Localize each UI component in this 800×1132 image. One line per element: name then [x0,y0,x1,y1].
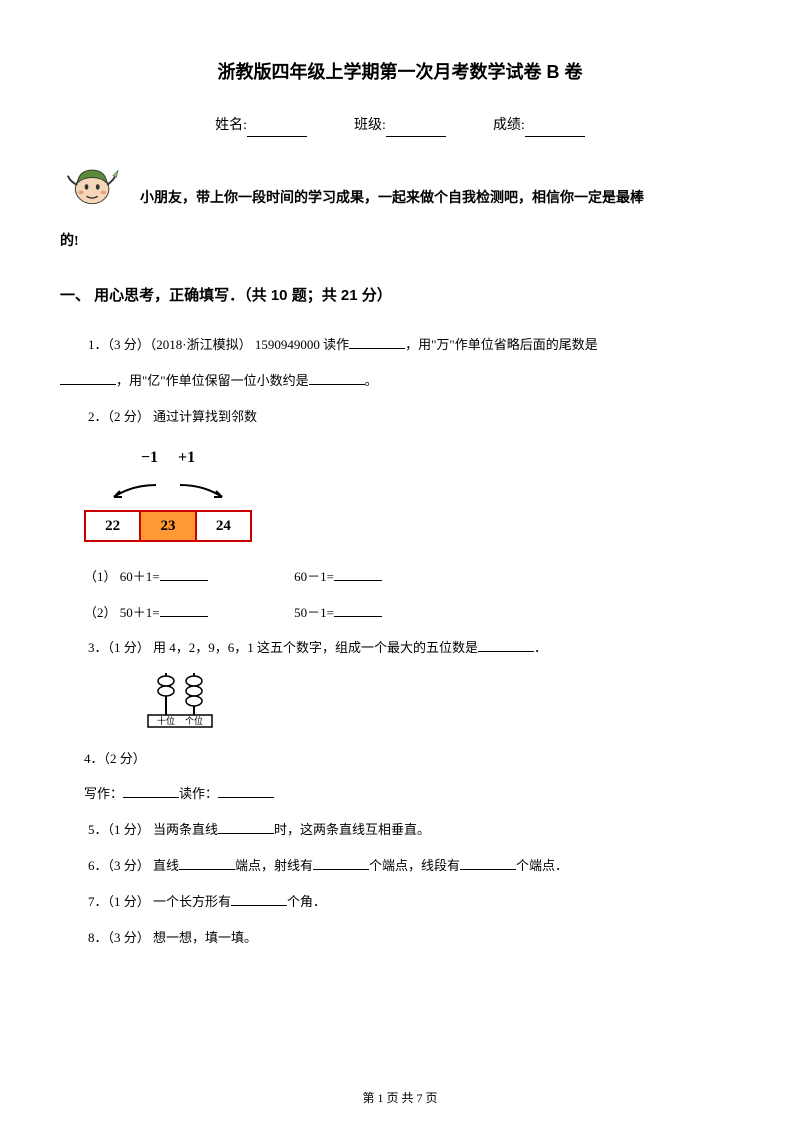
plus-1-label: +1 [178,445,195,483]
question-8: 8．（3 分） 想一想，填一填。 [60,921,740,955]
q2-1b-blank[interactable] [334,569,382,581]
ones-label: 个位 [185,715,203,726]
q2-sub-1: （1） 60＋1= 60－1= [84,560,740,594]
minus-1-label: −1 [141,445,158,483]
question-5: 5．（1 分） 当两条直线时，这两条直线互相垂直。 [60,813,740,847]
mascot-icon [66,157,122,213]
name-label: 姓名: [215,118,247,133]
question-7: 7．（1 分） 一个长方形有个角． [60,885,740,919]
question-1-cont: ，用"亿"作单位保留一位小数约是。 [60,364,740,398]
student-info-row: 姓名: 班级: 成绩: [60,115,740,137]
intro-line1: 小朋友，带上你一段时间的学习成果，一起来做个自我检测吧，相信你一定是最棒 [122,157,740,217]
cell-left: 22 [86,512,141,540]
class-label: 班级: [354,118,386,133]
q2-1a-blank[interactable] [160,569,208,581]
q7-blank[interactable] [231,894,287,906]
question-3: 3．（1 分） 用 4，2，9，6，1 这五个数字，组成一个最大的五位数是． [60,631,740,665]
exam-title: 浙教版四年级上学期第一次月考数学试卷 B 卷 [60,58,740,87]
q4-read-blank[interactable] [218,786,274,798]
tens-label: 十位 [157,715,175,726]
question-6: 6．（3 分） 直线端点，射线有个端点，线段有个端点． [60,849,740,883]
neighbor-number-diagram: −1 +1 22 23 24 [84,445,252,541]
q1-blank-2[interactable] [60,373,116,385]
page-footer: 第 1 页 共 7 页 [0,1089,800,1108]
q4-write-read: 写作：读作： [84,777,740,811]
cell-right: 24 [197,512,250,540]
q6-blank-3[interactable] [460,858,516,870]
mascot-row: 小朋友，带上你一段时间的学习成果，一起来做个自我检测吧，相信你一定是最棒 [60,157,740,217]
question-2: 2．（2 分） 通过计算找到邻数 [60,400,740,434]
q3-blank[interactable] [478,640,534,652]
section-1-heading: 一、 用心思考，正确填写．（共 10 题；共 21 分） [60,284,740,308]
q2-2b-blank[interactable] [334,605,382,617]
question-4: 4．（2 分） [84,742,740,776]
abacus-wrap: 十位 个位 [140,669,740,741]
q4-write-blank[interactable] [123,786,179,798]
score-label: 成绩: [493,118,525,133]
score-blank[interactable] [525,123,585,137]
q2-2a-blank[interactable] [160,605,208,617]
arrows-icon [84,483,252,501]
q6-blank-2[interactable] [313,858,369,870]
q6-blank-1[interactable] [179,858,235,870]
q2-sub-2: （2） 50＋1= 50－1= [84,596,740,630]
class-blank[interactable] [386,123,446,137]
q1-blank-1[interactable] [349,337,405,349]
q5-blank[interactable] [218,822,274,834]
question-1: 1．（3 分）（2018·浙江模拟） 1590949000 读作，用"万"作单位… [60,328,740,362]
q1-blank-3[interactable] [309,373,365,385]
cell-mid: 23 [141,512,196,540]
name-blank[interactable] [247,123,307,137]
intro-line2: 的! [60,224,740,260]
abacus-icon: 十位 个位 [140,669,220,733]
